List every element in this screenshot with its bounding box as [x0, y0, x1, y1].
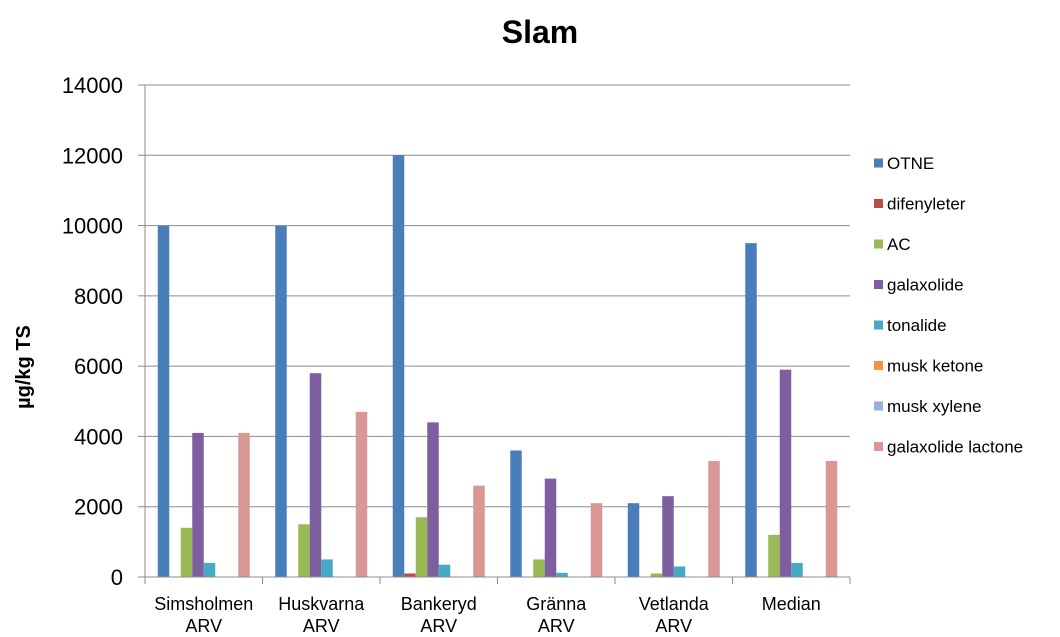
bar	[650, 573, 663, 577]
legend-swatch	[874, 401, 883, 411]
bar	[192, 432, 204, 577]
axes	[144, 85, 851, 584]
bar	[298, 524, 310, 577]
x-category-label: Bankeryd	[401, 594, 477, 614]
legend-swatch	[874, 442, 883, 451]
bar	[673, 566, 686, 577]
x-category-label: Median	[762, 594, 821, 614]
legend-swatch	[874, 280, 883, 289]
legend-label: tonalide	[887, 316, 947, 335]
legend-label: musk ketone	[887, 357, 983, 376]
bar	[510, 450, 522, 577]
bar	[627, 503, 640, 577]
y-tick-label: 10000	[62, 214, 123, 239]
x-category-labels: SimsholmenARVHuskvarnaARVBankerydARVGrän…	[154, 594, 821, 636]
bar	[415, 517, 428, 577]
legend-label: musk xylene	[887, 397, 981, 416]
bar	[404, 573, 416, 577]
bar	[473, 485, 485, 577]
bar	[825, 461, 838, 577]
y-tick-label: 6000	[74, 354, 123, 379]
x-category-label: ARV	[420, 616, 457, 636]
bars-group	[157, 155, 838, 578]
bar	[238, 432, 250, 577]
bar	[309, 373, 322, 577]
y-axis-label: µg/kg TS	[13, 325, 35, 409]
x-category-label: Vetlanda	[639, 594, 710, 614]
x-category-label: ARV	[185, 616, 222, 636]
legend-swatch	[874, 239, 883, 249]
x-category-label: Simsholmen	[154, 594, 253, 614]
y-tick-label: 2000	[74, 495, 123, 520]
legend-label: OTNE	[887, 154, 934, 173]
x-category-label: ARV	[538, 616, 575, 636]
bar	[779, 369, 792, 577]
bar	[438, 564, 451, 577]
bar	[590, 503, 603, 577]
legend-swatch	[874, 158, 883, 168]
legend-swatch	[874, 199, 883, 208]
bar	[662, 496, 674, 577]
y-tick-label: 0	[111, 565, 123, 590]
y-tick-label: 8000	[74, 284, 123, 309]
legend: OTNE difenyleter AC galaxolide tonalide musk …	[874, 154, 1023, 457]
chart-title: Slam	[502, 14, 578, 50]
bar	[745, 243, 757, 577]
bar	[427, 422, 439, 577]
bar	[544, 478, 557, 577]
gridlines	[145, 84, 850, 508]
bar	[203, 562, 216, 577]
legend-swatch	[874, 361, 883, 370]
legend-label: AC	[887, 235, 911, 254]
bar	[556, 572, 568, 577]
y-tick-label: 4000	[74, 424, 123, 449]
bar	[321, 559, 333, 577]
bar	[768, 534, 780, 577]
legend-swatch	[874, 320, 883, 330]
x-category-label: ARV	[303, 616, 340, 636]
x-category-label: Huskvarna	[278, 594, 365, 614]
legend-label: galaxolide	[887, 276, 964, 295]
bar	[157, 225, 170, 578]
bar	[533, 559, 545, 577]
y-tick-label: 12000	[62, 143, 123, 168]
bar	[791, 562, 803, 577]
bar	[392, 155, 405, 578]
x-category-label: Gränna	[526, 594, 587, 614]
bar	[180, 527, 193, 577]
legend-label: galaxolide lactone	[887, 438, 1023, 457]
bar	[708, 461, 720, 577]
y-tick-label: 14000	[62, 73, 123, 98]
y-tick-labels: 0 2000 4000 6000 8000 10000 12000 14000	[62, 73, 145, 590]
bar	[275, 225, 287, 578]
x-category-label: ARV	[655, 616, 692, 636]
bar	[355, 411, 368, 577]
legend-label: difenyleter	[887, 195, 966, 214]
